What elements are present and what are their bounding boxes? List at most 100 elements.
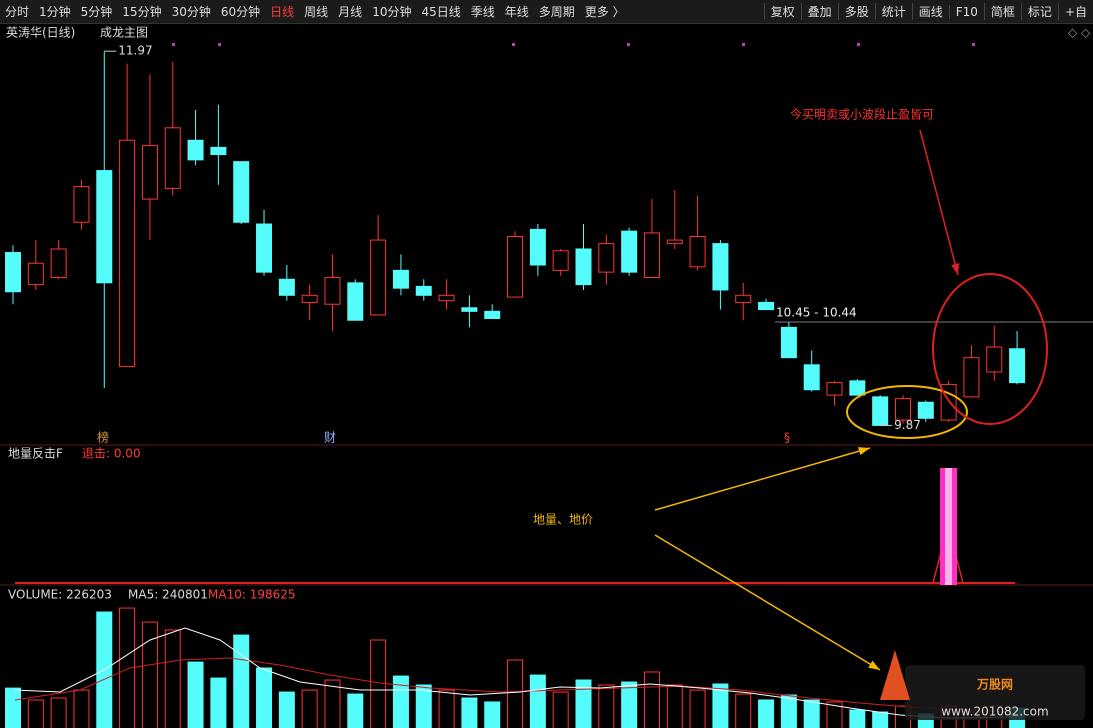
arrow-head [858, 447, 870, 456]
indicator-name: 地量反击F [8, 447, 63, 461]
toolbar-button[interactable]: F10 [948, 4, 984, 19]
toolbar-button[interactable]: +自 [1057, 3, 1093, 20]
volume-bar [50, 697, 67, 728]
candle-body [894, 398, 911, 421]
candle-body [119, 139, 136, 368]
ma10-label: MA10: 198625 [208, 588, 296, 602]
toolbar-button[interactable]: 多周期 [538, 5, 575, 19]
candle-body [324, 276, 341, 305]
candle-body [507, 236, 524, 298]
candle-body [392, 269, 409, 289]
volume-bar [187, 661, 204, 728]
toolbar-button[interactable]: 10分钟 [372, 5, 412, 19]
candle-body [849, 380, 866, 396]
volume-bar [575, 679, 592, 728]
signal-bar-core [945, 468, 952, 585]
volume-bar [119, 607, 136, 728]
max-label: 11.97 [118, 44, 152, 58]
volume-bar [301, 689, 318, 728]
logo-icon [880, 650, 910, 700]
volume-bar [324, 679, 341, 728]
volume-bar [438, 689, 455, 728]
toolbar-button[interactable]: 5分钟 [80, 5, 113, 19]
candle-body [917, 401, 934, 419]
volume-bar [164, 629, 181, 728]
candle-body [529, 228, 546, 266]
volume-bar [484, 701, 501, 728]
candle-body [689, 236, 706, 268]
toolbar-button[interactable]: 45日线 [421, 5, 461, 19]
candle-body [187, 139, 204, 161]
toolbar-button[interactable]: 标记 [1020, 3, 1058, 20]
candle-body [986, 346, 1003, 373]
candle-body [461, 307, 478, 312]
candle-body [27, 262, 44, 286]
toolbar-button[interactable]: 60分钟 [220, 5, 261, 19]
volume-bar [529, 674, 546, 728]
volume-bar [278, 691, 295, 728]
candle-body [621, 230, 638, 273]
volume-bar [141, 621, 158, 728]
toolbar-button[interactable]: 叠加 [800, 3, 838, 20]
volume-bar [598, 684, 615, 728]
volume-bar [27, 699, 44, 728]
toolbar-button[interactable]: 日线 [270, 5, 295, 19]
highlight-ellipse [846, 385, 968, 439]
candle-body [141, 145, 158, 200]
volume-bar [712, 683, 729, 728]
ma5-line [14, 627, 1018, 719]
toolbar-button[interactable]: 复权 [763, 3, 801, 20]
volume-bar [643, 671, 660, 728]
toolbar-button[interactable]: 1分钟 [39, 5, 71, 19]
volume-bar [392, 675, 409, 728]
volume-bar [370, 639, 387, 728]
candle-body [643, 232, 660, 278]
candle-body [598, 243, 615, 273]
toolbar-button[interactable]: 多股 [837, 3, 875, 20]
toolbar-button[interactable]: 年线 [504, 5, 529, 19]
toolbar-button[interactable]: 15分钟 [122, 5, 162, 19]
volume-bar [507, 659, 524, 728]
event-marker: § [784, 431, 790, 445]
toolbar-button[interactable]: 统计 [874, 3, 912, 20]
toolbar-button[interactable]: 画线 [911, 3, 949, 20]
period-dot [627, 43, 630, 46]
candle-body [233, 161, 250, 223]
period-dot [172, 43, 175, 46]
volume-bar [347, 693, 364, 728]
arrow-shaft [919, 129, 959, 276]
toolbar: 分时 1分钟 5分钟 15分钟 30分钟 60分钟 日线 周线 月线 10分钟 45日线 季线 年线 多周… [0, 0, 1093, 24]
toolbar-button[interactable]: 季线 [470, 5, 495, 19]
candle-body [963, 357, 980, 398]
header-icon: ◇ ◇ [1068, 26, 1091, 40]
candle-body [50, 248, 67, 278]
period-dot [218, 43, 221, 46]
candle-body [438, 294, 455, 302]
range-label: 10.45 - 10.44 [776, 306, 857, 320]
candle-body [735, 294, 752, 303]
candle-body [803, 364, 820, 391]
toolbar-button[interactable]: 简框 [983, 3, 1021, 20]
arrow-shaft [654, 534, 881, 671]
arrow-head [868, 660, 880, 670]
toolbar-button[interactable]: 月线 [338, 5, 363, 19]
volume-bar [73, 689, 90, 728]
candle-body [370, 239, 387, 316]
volume-bar [461, 697, 478, 728]
candle-body [712, 243, 729, 291]
period-dot [512, 43, 515, 46]
min-label: 9.87 [894, 418, 921, 432]
volume-bar [210, 677, 227, 728]
period-tabs: 分时 1分钟 5分钟 15分钟 30分钟 60分钟 日线 周线 月线 10分钟 45日线 季线 年线 多周… [0, 3, 630, 20]
toolbar-button[interactable]: 周线 [304, 5, 329, 19]
volume-bar [735, 693, 752, 728]
toolbar-button[interactable]: 更多 〉 [584, 5, 625, 19]
toolbar-button[interactable]: 分时 [5, 5, 30, 19]
logo-url: www.201082.com [941, 705, 1048, 719]
volume-bar [552, 691, 569, 728]
toolbar-button[interactable]: 30分钟 [171, 5, 211, 19]
logo-box [905, 665, 1085, 720]
stock-name: 英涛华(日线) [6, 25, 75, 40]
volume-bar [872, 711, 889, 728]
